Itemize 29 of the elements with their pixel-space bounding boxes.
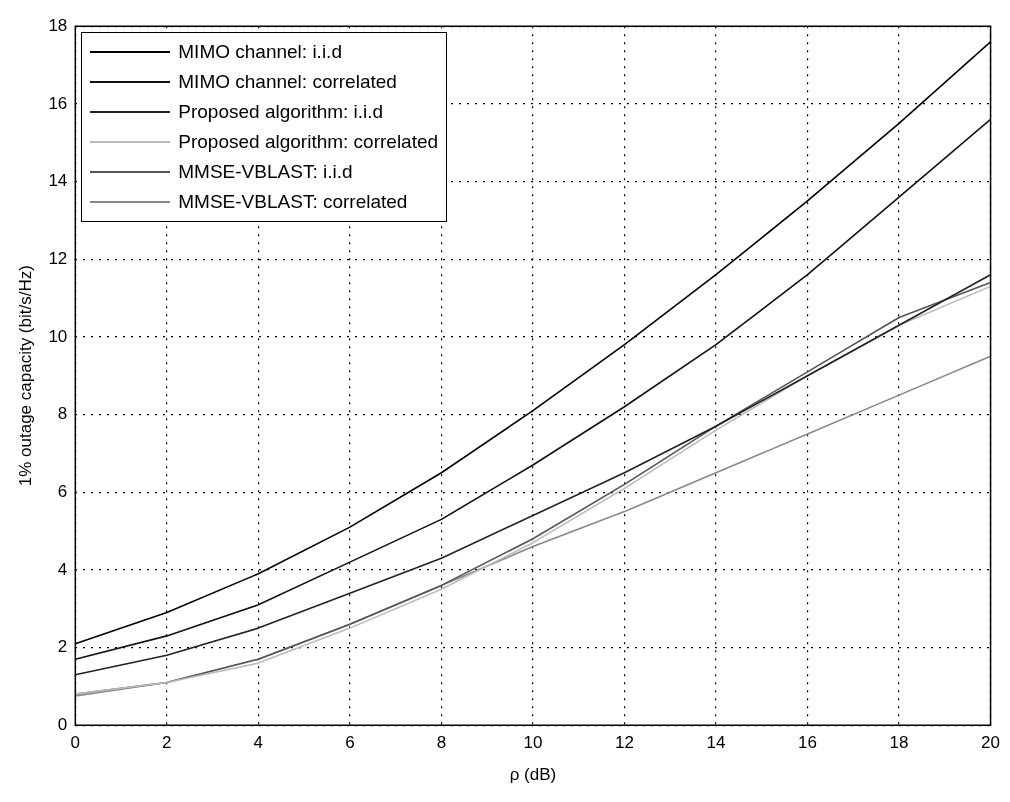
y-tick-label: 12 <box>48 248 68 268</box>
x-tick-label: 10 <box>523 733 543 753</box>
x-tick-label: 18 <box>889 733 909 753</box>
x-tick-label: 14 <box>706 733 726 753</box>
y-tick-label: 14 <box>48 171 68 191</box>
x-tick-label: 4 <box>253 733 264 753</box>
y-tick-label: 8 <box>57 404 68 424</box>
y-tick-label: 16 <box>48 93 68 113</box>
y-tick-label: 2 <box>57 637 68 657</box>
y-tick-label: 6 <box>57 481 68 501</box>
x-tick-label: 2 <box>162 733 172 753</box>
x-tick-label: 16 <box>798 733 817 753</box>
y-tick-label: 18 <box>48 15 68 35</box>
legend-label: Proposed algorithm: i.i.d <box>178 101 384 124</box>
legend-label: MIMO channel: i.i.d <box>178 41 342 64</box>
y-tick-label: 0 <box>57 714 68 734</box>
x-tick-label: 6 <box>345 733 355 753</box>
y-tick-label: 10 <box>48 326 68 346</box>
x-tick-label: 8 <box>436 733 447 753</box>
legend-label: Proposed algorithm: correlated <box>178 131 439 154</box>
legend-label: MMSE-VBLAST: i.i.d <box>178 161 353 184</box>
legend-label: MMSE-VBLAST: correlated <box>178 191 408 214</box>
x-tick-label: 20 <box>981 733 1001 753</box>
x-tick-label: 0 <box>70 733 81 753</box>
x-tick-label: 12 <box>614 733 634 753</box>
y-axis-title: 1% outage capacity (bit/s/Hz) <box>15 265 35 487</box>
x-axis-title: ρ (dB) <box>509 765 557 785</box>
y-tick-label: 4 <box>57 559 68 579</box>
legend-label: MIMO channel: correlated <box>178 71 397 94</box>
